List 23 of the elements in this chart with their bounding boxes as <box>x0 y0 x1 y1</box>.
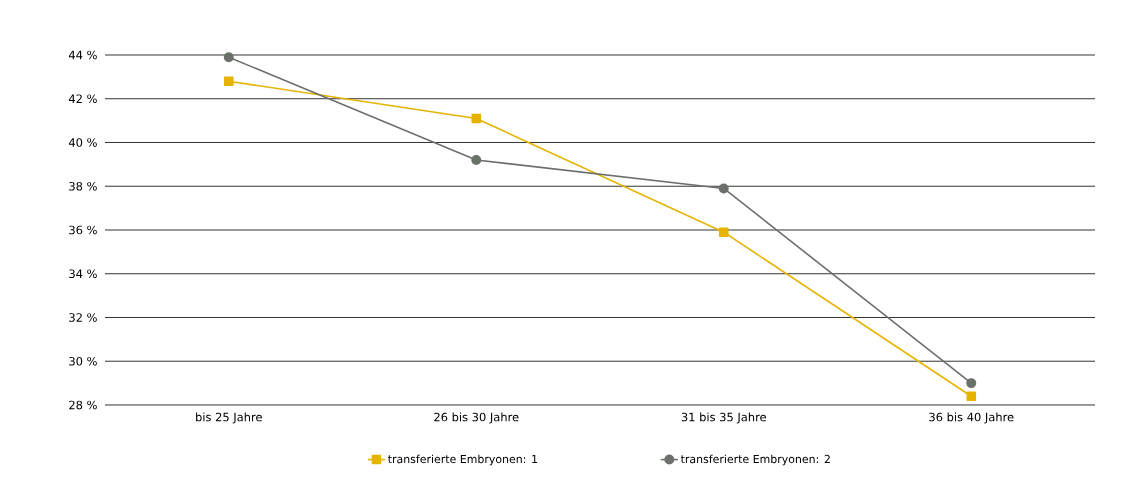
point <box>966 378 977 389</box>
x-tick-label: 31 bis 35 Jahre <box>681 412 766 424</box>
y-tick-label: 42 % <box>68 94 97 104</box>
x-tick-label: 36 bis 40 Jahre <box>929 412 1014 424</box>
y-tick-label: 44 % <box>68 50 97 60</box>
legend-label: transferierte Embryonen: 2 <box>680 454 830 466</box>
point <box>966 391 977 402</box>
y-tick-label: 38 % <box>69 181 97 191</box>
point <box>471 155 482 165</box>
x-tick-label: bis 25 Jahre <box>196 412 262 424</box>
point <box>471 113 482 124</box>
y-tick-label: 40 % <box>68 138 97 147</box>
point <box>718 227 729 237</box>
point <box>223 76 234 87</box>
legend-label: transferierte Embryonen: 1 <box>388 454 537 466</box>
y-tick-label: 30 % <box>69 356 97 366</box>
y-tick-label: 32 % <box>69 313 97 322</box>
y-tick-label: 36 % <box>69 225 97 235</box>
point <box>718 183 729 194</box>
x-tick-label: 26 bis 30 Jahre <box>434 412 519 424</box>
point <box>223 52 234 63</box>
y-tick-label: 28 % <box>69 400 97 410</box>
y-tick-label: 34 % <box>69 269 97 279</box>
